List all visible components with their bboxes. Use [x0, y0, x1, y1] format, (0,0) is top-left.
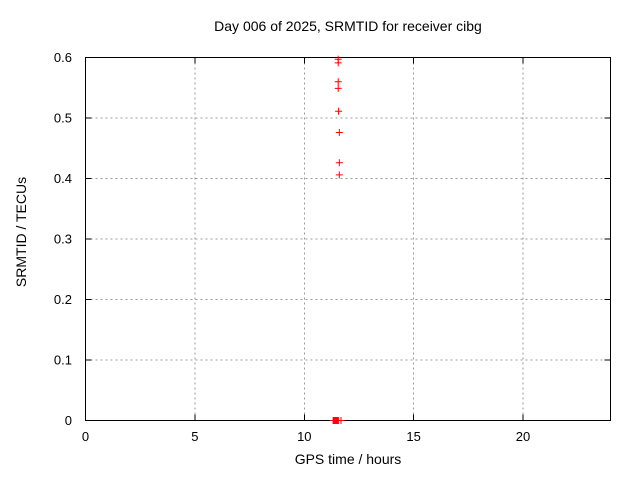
grid-layer [85, 57, 611, 421]
data-point-marker [334, 59, 342, 67]
chart-title: Day 006 of 2025, SRMTID for receiver cib… [214, 18, 482, 34]
data-point-marker [337, 417, 345, 424]
data-points-layer [329, 55, 345, 424]
y-tick-label: 0.6 [54, 50, 72, 65]
data-point-marker [334, 78, 342, 86]
y-tick-label: 0.5 [54, 111, 72, 126]
y-tick-labels: 0 0.1 0.2 0.3 0.4 0.5 0.6 [54, 50, 72, 428]
x-tick-label: 0 [82, 429, 89, 444]
x-tick-labels: 0 5 10 15 20 [82, 429, 530, 444]
y-axis-label: SRMTID / TECUs [13, 177, 29, 287]
x-tick-label: 10 [297, 429, 311, 444]
y-tick-label: 0.2 [54, 292, 72, 307]
y-tick-label: 0.3 [54, 232, 72, 247]
x-tick-label: 5 [191, 429, 198, 444]
data-point-marker [335, 107, 343, 115]
x-axis-label: GPS time / hours [295, 451, 402, 467]
x-tick-label: 20 [516, 429, 530, 444]
data-point-marker [335, 129, 343, 136]
data-point-marker [335, 159, 343, 167]
data-point-marker [334, 84, 342, 92]
data-point-marker [335, 171, 343, 179]
plot-border [85, 57, 611, 421]
x-tick-label: 15 [406, 429, 420, 444]
y-tick-label: 0.4 [54, 171, 72, 186]
y-tick-label: 0 [65, 413, 72, 428]
y-tick-label: 0.1 [54, 353, 72, 368]
